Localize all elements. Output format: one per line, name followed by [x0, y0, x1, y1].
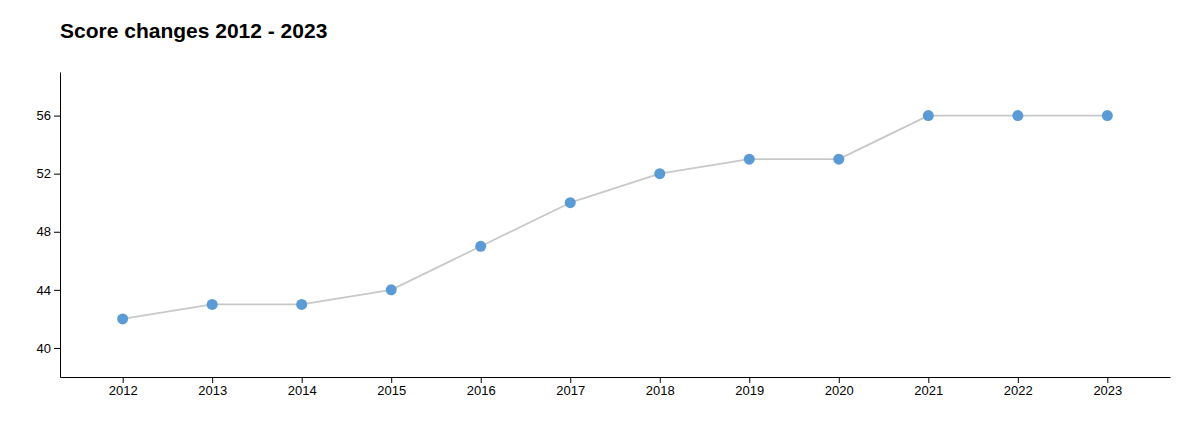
- y-axis-line: [60, 73, 61, 378]
- x-tick-mark: [1107, 377, 1108, 383]
- x-tick-mark: [928, 377, 929, 383]
- x-tick-label: 2014: [288, 383, 317, 398]
- point: [1102, 110, 1113, 121]
- y-axis: 40 44 48 52 56: [37, 73, 61, 378]
- x-tick-mark: [481, 377, 482, 383]
- y-tick-label: 48: [37, 224, 51, 239]
- x-tick: 2012: [109, 377, 138, 398]
- x-tick-mark: [660, 377, 661, 383]
- y-tick-label: 52: [37, 166, 51, 181]
- x-tick-mark: [749, 377, 750, 383]
- x-tick-label: 2018: [646, 383, 675, 398]
- x-tick-label: 2012: [109, 383, 138, 398]
- y-tick-mark: [54, 290, 60, 291]
- y-tick-label: 44: [37, 283, 51, 298]
- marks: [117, 110, 1113, 324]
- y-tick: 40: [37, 341, 60, 356]
- y-tick: 56: [37, 108, 60, 123]
- x-tick-mark: [391, 377, 392, 383]
- x-tick-label: 2017: [556, 383, 585, 398]
- x-tick: 2020: [825, 377, 854, 398]
- x-tick-mark: [302, 377, 303, 383]
- x-tick: 2022: [1004, 377, 1033, 398]
- x-tick: 2015: [377, 377, 406, 398]
- x-tick: 2014: [288, 377, 317, 398]
- plot: 2012 2013 2014 2015 2016 2017 2018 2019 2020 2021…: [37, 73, 1171, 399]
- point: [654, 168, 665, 179]
- x-tick: 2013: [198, 377, 227, 398]
- x-tick-mark: [839, 377, 840, 383]
- y-tick-mark: [54, 232, 60, 233]
- point: [207, 299, 218, 310]
- point: [1012, 110, 1023, 121]
- x-axis: 2012 2013 2014 2015 2016 2017 2018 2019 2020 2021…: [61, 377, 1171, 398]
- x-tick: 2016: [467, 377, 496, 398]
- x-tick-mark: [123, 377, 124, 383]
- x-tick-mark: [212, 377, 213, 383]
- line: [123, 116, 1108, 319]
- y-tick: 52: [37, 166, 60, 181]
- x-tick-label: 2022: [1004, 383, 1033, 398]
- x-tick-label: 2015: [377, 383, 406, 398]
- x-tick: 2021: [914, 377, 943, 398]
- point: [565, 197, 576, 208]
- point: [475, 241, 486, 252]
- x-tick-label: 2019: [735, 383, 764, 398]
- y-tick: 44: [37, 283, 60, 298]
- x-tick: 2023: [1093, 377, 1122, 398]
- x-tick-label: 2021: [914, 383, 943, 398]
- x-tick-mark: [570, 377, 571, 383]
- x-axis-line: [61, 377, 1171, 378]
- point: [744, 154, 755, 165]
- x-tick-label: 2016: [467, 383, 496, 398]
- x-tick: 2017: [556, 377, 585, 398]
- x-tick-label: 2023: [1093, 383, 1122, 398]
- title: Score changes 2012 - 2023: [60, 19, 327, 42]
- point: [833, 154, 844, 165]
- y-tick-mark: [54, 116, 60, 117]
- y-tick-label: 56: [37, 108, 51, 123]
- x-tick-label: 2020: [825, 383, 854, 398]
- y-tick-label: 40: [37, 341, 51, 356]
- x-tick: 2018: [646, 377, 675, 398]
- point: [386, 284, 397, 295]
- point: [117, 313, 128, 324]
- y-tick-mark: [54, 174, 60, 175]
- y-tick-mark: [54, 348, 60, 349]
- point: [923, 110, 934, 121]
- chart: Score changes 2012 - 2023201220132014201…: [0, 0, 1200, 425]
- x-tick: 2019: [735, 377, 764, 398]
- x-tick-mark: [1018, 377, 1019, 383]
- y-tick: 48: [37, 224, 60, 239]
- point: [296, 299, 307, 310]
- x-tick-label: 2013: [198, 383, 227, 398]
